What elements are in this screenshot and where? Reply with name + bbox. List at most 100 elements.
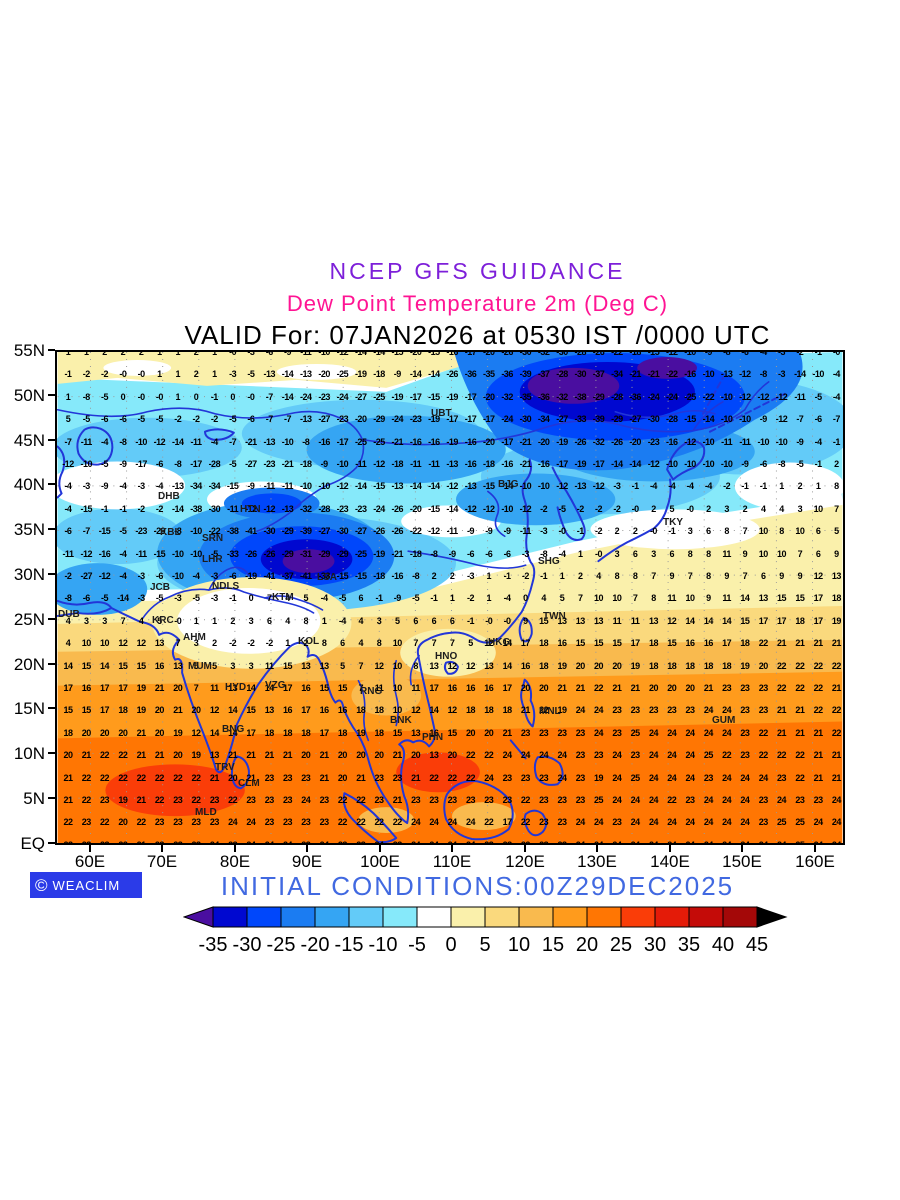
dewpoint-value: 24 (571, 840, 589, 843)
lat-label-5N: 5N (23, 789, 45, 808)
dewpoint-value: 22 (429, 773, 439, 783)
dewpoint-value: 23 (557, 728, 567, 738)
dewpoint-value: -28 (556, 369, 568, 379)
dewpoint-value: 23 (575, 773, 586, 783)
dewpoint-value: 19 (630, 661, 641, 671)
dewpoint-value: -10 (135, 437, 147, 447)
dewpoint-value: 21 (319, 750, 330, 760)
lon-tick (306, 845, 308, 852)
dewpoint-value: -12 (757, 392, 769, 402)
dewpoint-value: -12 (336, 352, 349, 357)
dewpoint-value: 24 (626, 840, 644, 843)
dewpoint-value: 18 (63, 728, 73, 738)
dewpoint-value: -8 (174, 459, 182, 469)
dewpoint-value: -7 (265, 414, 274, 424)
dewpoint-value: -11 (410, 459, 422, 469)
dewpoint-value: 24 (205, 840, 223, 843)
dewpoint-value: 24 (685, 750, 696, 760)
dewpoint-value: 18 (283, 728, 293, 738)
dewpoint-value: -14 (702, 414, 715, 424)
dewpoint-value: -15 (373, 481, 385, 491)
dewpoint-value: -10 (702, 369, 715, 379)
dewpoint-value: 3 (376, 616, 382, 626)
dewpoint-value: 21 (283, 750, 293, 760)
dewpoint-value: 12 (484, 638, 494, 648)
dewpoint-value: 1 (65, 352, 71, 357)
dewpoint-value: -1 (576, 526, 585, 536)
dewpoint-value: -11 (80, 437, 93, 447)
dewpoint-value: 20 (118, 817, 128, 827)
dewpoint-value: 21 (136, 795, 147, 805)
dewpoint-value: 22 (392, 817, 403, 827)
dewpoint-value: -5 (229, 414, 237, 424)
colorbar-tick-label: 20 (576, 934, 598, 956)
dewpoint-value: 23 (374, 795, 384, 805)
dewpoint-value: -10 (720, 459, 733, 469)
city-label-TRV: TRV (215, 762, 235, 773)
dewpoint-value: 2 (706, 504, 711, 514)
dewpoint-value: 7 (413, 638, 418, 648)
dewpoint-value: -4 (668, 481, 676, 491)
dewpoint-value: 0 (248, 593, 254, 603)
dewpoint-value: 4 (65, 638, 71, 648)
dewpoint-value: 20 (173, 683, 183, 693)
dewpoint-value: -18 (483, 459, 495, 469)
dewpoint-value: 22 (520, 795, 531, 805)
dewpoint-value: 17 (520, 638, 531, 648)
dewpoint-value: 23 (352, 840, 370, 843)
dewpoint-value: -4 (101, 437, 109, 447)
dewpoint-value: 23 (480, 840, 498, 843)
dewpoint-value: -13 (464, 481, 477, 491)
dewpoint-value: -12 (665, 352, 678, 357)
dewpoint-value: -9 (284, 352, 292, 357)
dewpoint-value: -11 (794, 392, 806, 402)
dewpoint-value: -5 (229, 459, 237, 469)
dewpoint-value: -2 (210, 414, 219, 424)
dewpoint-value: -25 (373, 392, 385, 402)
dewpoint-value: -6 (155, 459, 164, 469)
dewpoint-value: 16 (81, 683, 92, 693)
dewpoint-value: -12 (775, 392, 788, 402)
dewpoint-value: -0 (595, 549, 603, 559)
dewpoint-value: -14 (501, 481, 513, 491)
dewpoint-value: -24 (391, 414, 404, 424)
dewpoint-value: -4 (832, 369, 841, 379)
dewpoint-value: -13 (720, 369, 733, 379)
lat-label-30N: 30N (13, 565, 45, 584)
dewpoint-value: 8 (779, 526, 784, 536)
value-row-2.5N: 22 23 22 20 22 23 23 23 23 24 24 23 23 23 23 22 22 22 22 24… (59, 817, 843, 827)
dewpoint-value: -27 (354, 526, 367, 536)
dewpoint-value: -10 (519, 481, 532, 491)
dewpoint-value: 22 (63, 817, 73, 827)
dewpoint-value: 2 (614, 526, 620, 536)
lon-label-130E: 130E (577, 852, 617, 871)
dewpoint-value: 10 (777, 549, 787, 559)
dewpoint-value: 24 (722, 817, 732, 827)
dewpoint-value: 25 (594, 795, 604, 805)
dewpoint-value: 16 (429, 728, 439, 738)
dewpoint-value: 24 (722, 728, 732, 738)
dewpoint-value: 18 (648, 638, 659, 648)
dewpoint-value: -11 (227, 504, 239, 514)
city-label-VZG: VZG (265, 680, 286, 691)
dewpoint-value: 24 (667, 728, 677, 738)
dewpoint-value: 8 (376, 638, 382, 648)
dewpoint-value: -6 (101, 414, 109, 424)
dewpoint-value: 23 (429, 795, 439, 805)
dewpoint-value: 25 (703, 750, 714, 760)
dewpoint-value: -10 (501, 504, 513, 514)
lat-label-20N: 20N (13, 655, 45, 674)
dewpoint-value: 22 (722, 750, 732, 760)
dewpoint-value: 23 (502, 773, 513, 783)
value-row-42.5N: -12 -10 -5 -9 -17 -6 -8 -17 -28 -5 -27 -23 -21 -18 -9-… (59, 459, 843, 469)
dewpoint-value: 15 (118, 661, 128, 671)
dewpoint-value: -1 (503, 571, 512, 581)
dewpoint-value: -0 (247, 392, 255, 402)
dewpoint-value: -10 (80, 459, 92, 469)
dewpoint-value: -19 (373, 549, 385, 559)
dewpoint-value: -30 (208, 504, 221, 514)
dewpoint-value: 20 (301, 750, 311, 760)
dewpoint-value: 6 (358, 593, 363, 603)
dewpoint-value: 22 (447, 773, 458, 783)
dewpoint-value: 23 (484, 795, 494, 805)
